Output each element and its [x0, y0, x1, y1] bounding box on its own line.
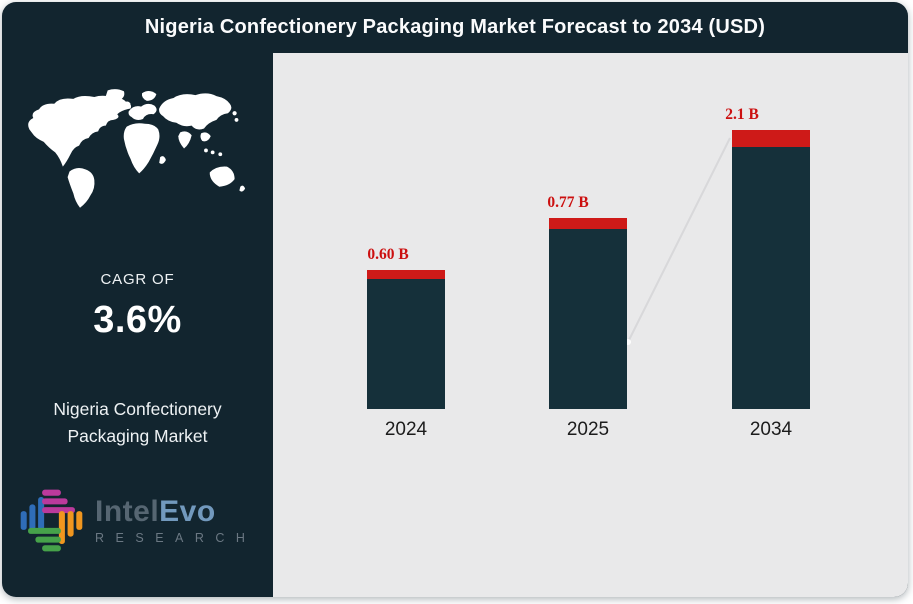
report-card: Nigeria Confectionery Packaging Market F… — [2, 2, 908, 597]
bar-2025 — [549, 218, 627, 409]
intelevo-logo-icon — [20, 489, 83, 552]
bar-cap-2034 — [732, 130, 810, 147]
market-name: Nigeria Confectionery Packaging Market — [2, 396, 273, 450]
bar-value-label-2024: 0.60 B — [367, 246, 409, 263]
brand-evo: Evo — [159, 495, 216, 528]
bar-value-label-2025: 0.77 B — [547, 194, 589, 211]
logo-text: IntelEvo RESEARCH — [95, 496, 257, 546]
bar-2034 — [732, 130, 810, 409]
brand-name: IntelEvo — [95, 496, 256, 528]
sidebar: CAGR OF 3.6% Nigeria Confectionery Packa… — [2, 53, 273, 597]
market-name-line1: Nigeria Confectionery — [53, 399, 222, 419]
bar-body-2025 — [549, 229, 627, 409]
bar-body-2034 — [732, 147, 810, 409]
page-title: Nigeria Confectionery Packaging Market F… — [144, 16, 766, 38]
bar-value-label-2034: 2.1 B — [725, 106, 759, 123]
category-label-2034: 2034 — [749, 419, 793, 440]
category-label-2024: 2024 — [384, 419, 428, 440]
cagr-value: 3.6% — [93, 299, 182, 341]
intelevo-logo: IntelEvo RESEARCH — [18, 487, 256, 554]
title-bar: Nigeria Confectionery Packaging Market F… — [2, 2, 908, 53]
market-name-line2: Packaging Market — [67, 426, 208, 446]
bar-cap-2025 — [549, 218, 627, 229]
chart-panel: 0.60 B 2024 0.77 B 2025 2.1 B 2034 — [273, 53, 908, 597]
category-label-2025: 2025 — [566, 419, 610, 440]
bar-2024 — [367, 270, 445, 409]
bar-body-2024 — [367, 279, 445, 409]
brand-research: RESEARCH — [95, 531, 257, 545]
cagr-label: CAGR OF — [100, 271, 175, 288]
brand-intel: Intel — [95, 495, 160, 528]
bar-cap-2024 — [367, 270, 445, 279]
world-map-icon — [28, 89, 246, 208]
